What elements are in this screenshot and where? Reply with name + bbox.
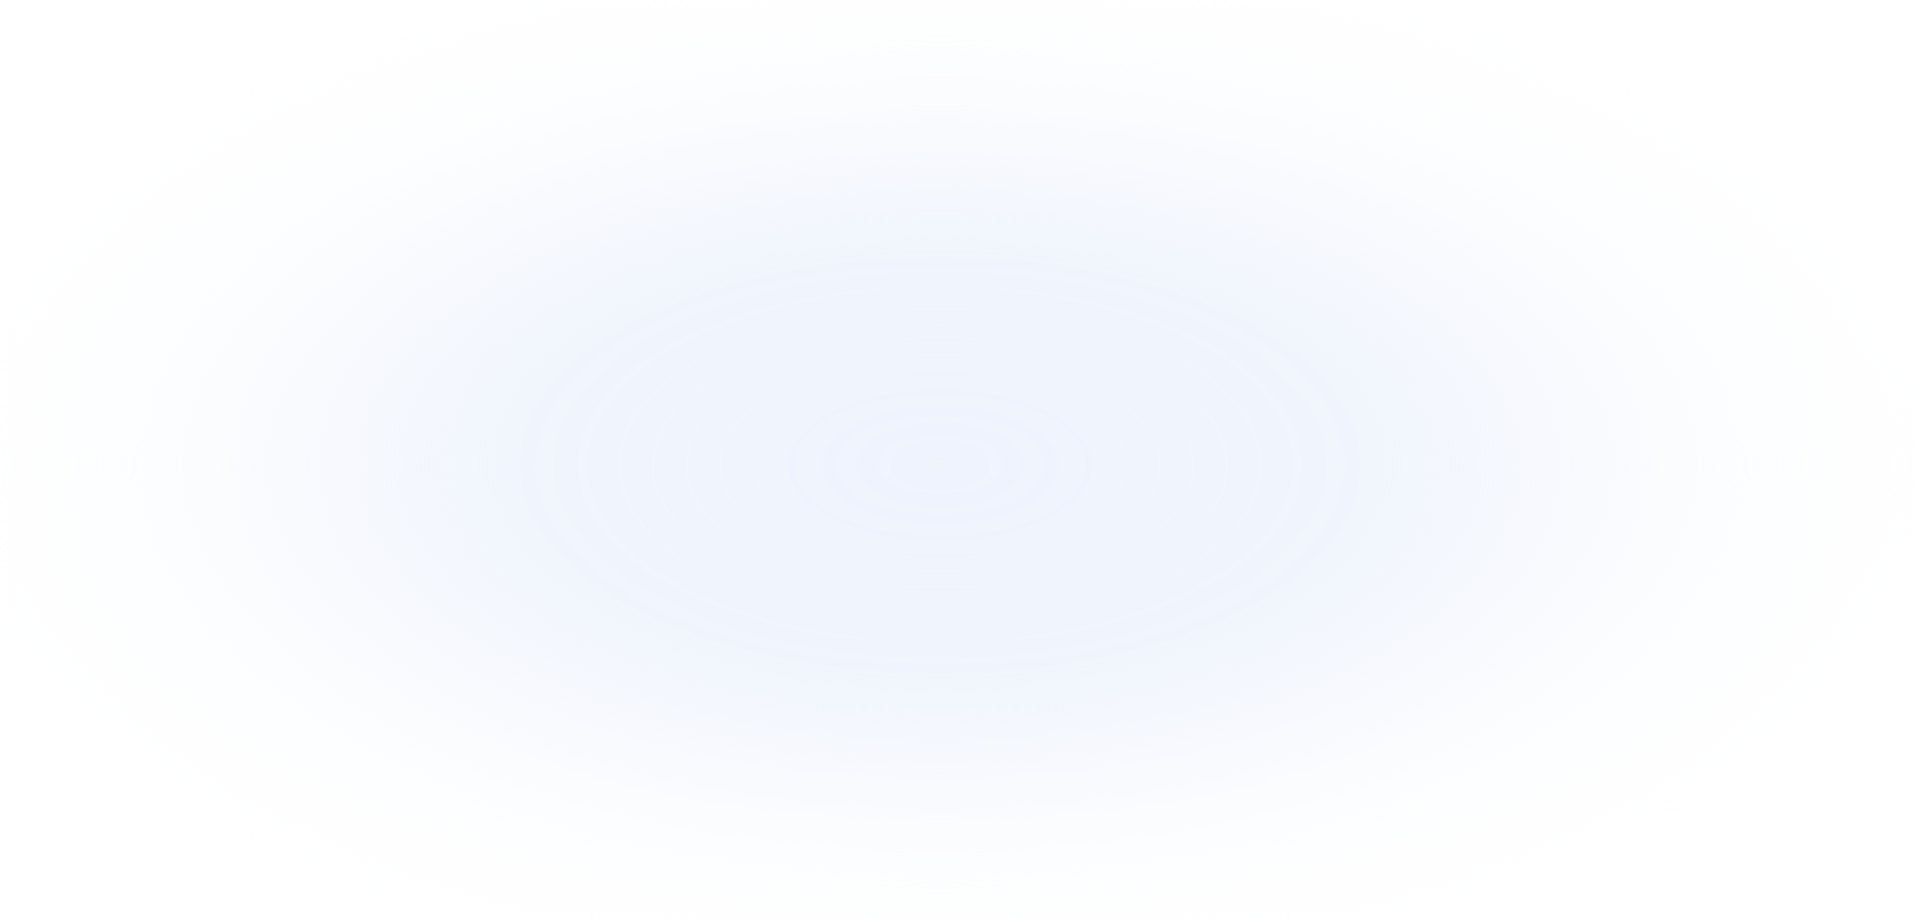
- blank-page-canvas: [0, 0, 1920, 919]
- soft-blue-radial-glow: [0, 0, 1920, 919]
